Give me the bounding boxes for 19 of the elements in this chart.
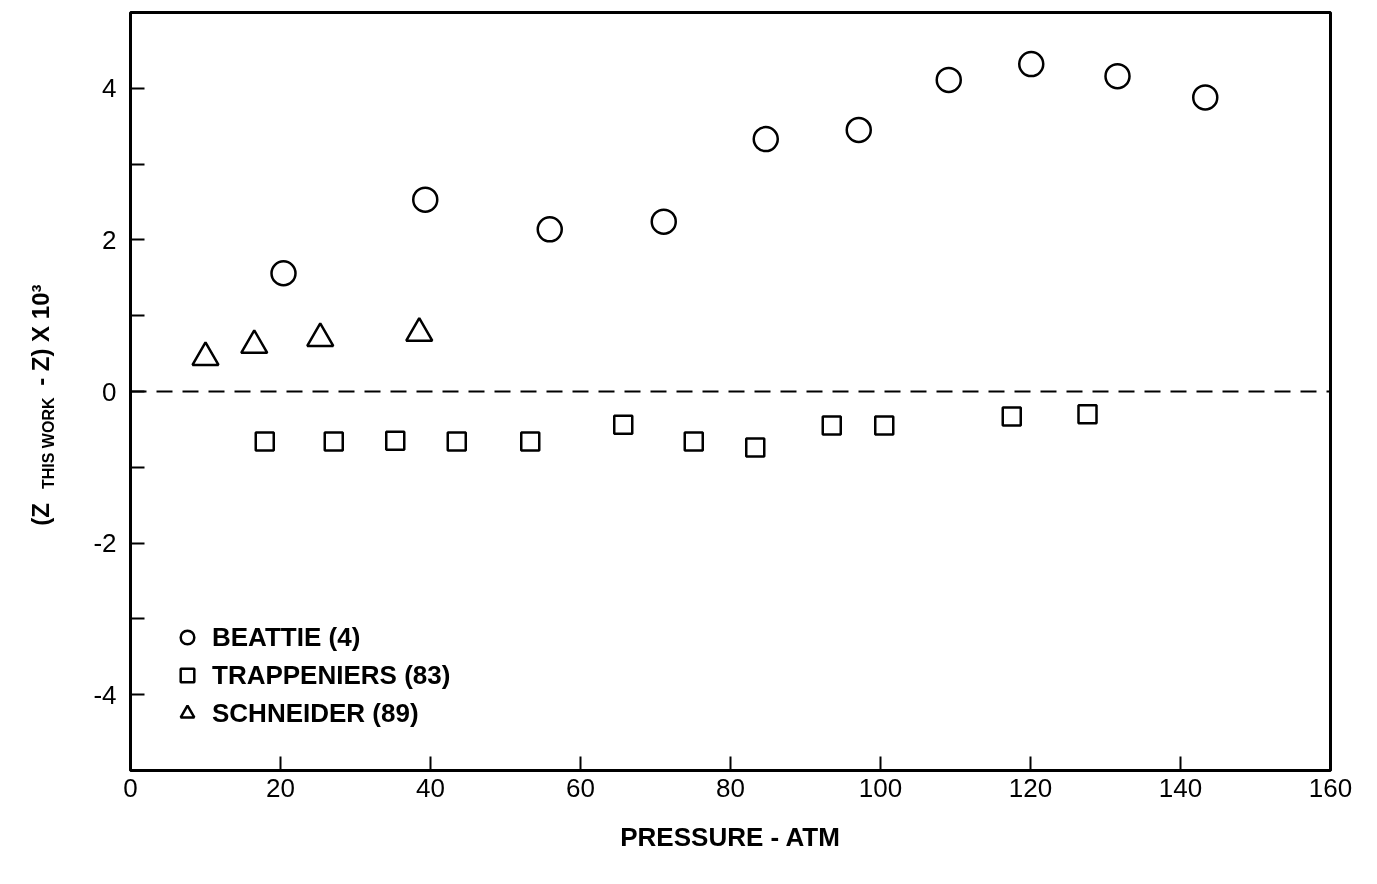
x-tick-label: 80 <box>716 772 745 803</box>
legend-label: TRAPPENIERS (83) <box>212 659 451 691</box>
x-tick-label: 40 <box>416 772 445 803</box>
y-tick-label: -4 <box>93 679 117 710</box>
y-tick-label: -2 <box>93 528 117 559</box>
legend-label: BEATTIE (4) <box>212 621 361 653</box>
x-tick-label: 60 <box>566 772 595 803</box>
x-tick-label: 0 <box>123 772 138 803</box>
x-tick-label: 140 <box>1158 772 1203 803</box>
x-axis-title: PRESSURE - ATM <box>620 821 840 852</box>
x-tick-label: 20 <box>266 772 295 803</box>
legend-label: SCHNEIDER (89) <box>212 697 419 729</box>
x-tick-label: 120 <box>1008 772 1053 803</box>
x-tick-label: 160 <box>1308 772 1353 803</box>
y-tick-label: 4 <box>102 73 117 104</box>
y-tick-label: 2 <box>102 224 117 255</box>
y-axis-title: (ZTHIS WORK - Z) X 10³ <box>27 284 57 526</box>
y-tick-label: 0 <box>102 376 117 407</box>
x-tick-label: 100 <box>858 772 903 803</box>
